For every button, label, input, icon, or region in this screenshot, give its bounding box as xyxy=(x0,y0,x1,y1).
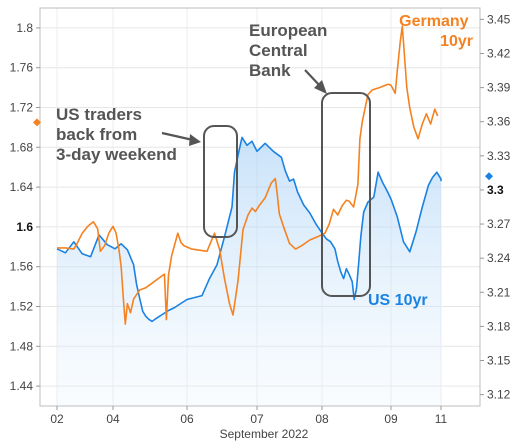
x-tick-label: 04 xyxy=(106,412,120,426)
right-tick-label: 3.39 xyxy=(487,81,511,95)
us-traders-arrow xyxy=(161,131,201,146)
right-axis-ticks: 3.12 3.15 3.18 3.21 3.24 3.27 3.3 3.33 3.36 3.39 3… xyxy=(480,12,511,402)
us-10yr-area xyxy=(57,137,441,406)
right-tick-label: 3.12 xyxy=(487,388,511,402)
x-tick-label: 06 xyxy=(180,412,194,426)
us-traders-highlight-box xyxy=(203,125,238,238)
right-tick-label: 3.36 xyxy=(487,115,511,129)
us-10yr-line xyxy=(56,136,442,323)
germany-series-label: Germany 10yr xyxy=(399,13,473,50)
left-tick-label: 1.56 xyxy=(10,260,34,274)
left-tick-label: 1.72 xyxy=(10,101,34,115)
plot-frame xyxy=(39,7,481,407)
x-tick-label: 09 xyxy=(384,412,398,426)
right-tick-label: 3.15 xyxy=(487,354,511,368)
right-tick-label: 3.42 xyxy=(487,46,511,60)
left-tick-label: 1.64 xyxy=(10,180,34,194)
right-tick-label: 3.18 xyxy=(487,319,511,333)
us-series-label: US 10yr xyxy=(368,292,428,309)
right-tick-label: 3.27 xyxy=(487,217,511,231)
x-axis-label: September 2022 xyxy=(220,427,309,441)
left-tick-label: 1.76 xyxy=(10,61,34,75)
right-tick-label: 3.21 xyxy=(487,285,511,299)
ecb-annotation: European Central Bank xyxy=(249,21,332,80)
x-axis-ticks: 02 04 06 07 08 09 11 xyxy=(50,406,448,426)
left-tick-label: 1.52 xyxy=(10,300,34,314)
germany-10yr-line xyxy=(57,25,439,325)
left-last-value-marker xyxy=(33,118,41,127)
left-tick-label: 1.6 xyxy=(16,220,33,234)
left-axis-ticks: 1.44 1.48 1.52 1.56 1.6 1.64 1.68 1.72 1.76 1.8 xyxy=(10,21,40,393)
left-tick-label: 1.8 xyxy=(16,21,33,35)
us-traders-annotation: US traders back from 3-day weekend xyxy=(56,105,177,164)
left-tick-label: 1.44 xyxy=(10,379,34,393)
ecb-highlight-box xyxy=(321,92,371,297)
ecb-arrow xyxy=(304,69,327,94)
left-tick-label: 1.48 xyxy=(10,339,34,353)
x-tick-label: 02 xyxy=(50,412,64,426)
right-last-value-marker xyxy=(485,172,493,181)
x-tick-label: 08 xyxy=(315,412,329,426)
right-tick-label: 3.3 xyxy=(487,183,504,197)
left-tick-label: 1.68 xyxy=(10,140,34,154)
x-tick-label: 07 xyxy=(250,412,264,426)
right-tick-label: 3.24 xyxy=(487,251,511,265)
x-tick-label: 11 xyxy=(435,412,448,426)
right-tick-label: 3.45 xyxy=(487,12,511,26)
right-tick-label: 3.33 xyxy=(487,149,511,163)
